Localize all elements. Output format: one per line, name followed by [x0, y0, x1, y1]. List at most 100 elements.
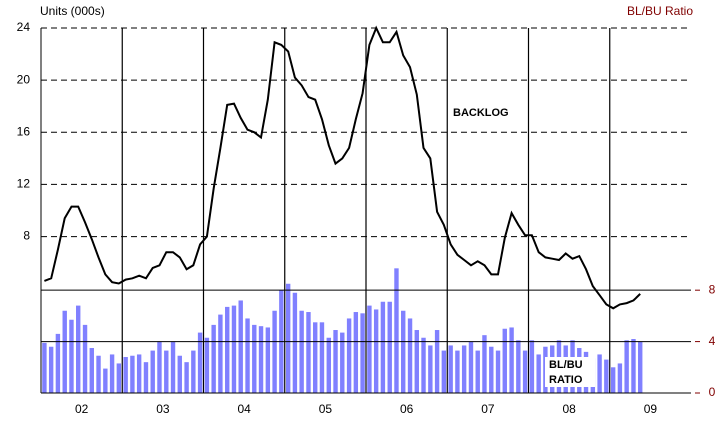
bar — [455, 350, 460, 393]
y-axis-label: Units (000s) — [40, 4, 105, 18]
x-tick-label: 04 — [237, 402, 251, 416]
bar — [428, 345, 433, 393]
bar — [62, 310, 67, 393]
annotation: BL/BU — [549, 359, 583, 371]
annotation: BACKLOG — [453, 107, 509, 119]
bar — [414, 330, 419, 393]
x-tick-label: 03 — [156, 402, 170, 416]
bar — [265, 327, 271, 393]
bar — [319, 322, 325, 393]
x-tick-label: 02 — [75, 402, 89, 416]
y2-tick-label: 8 — [709, 282, 716, 296]
bar — [326, 337, 331, 393]
bar — [218, 314, 223, 393]
bar — [272, 310, 277, 393]
bar — [211, 324, 216, 393]
bar — [245, 318, 250, 393]
y2-axis-label: BL/BU Ratio — [627, 4, 693, 18]
bar — [353, 312, 359, 393]
bar — [82, 324, 88, 393]
bar — [373, 309, 379, 393]
bar — [191, 350, 196, 393]
bar — [509, 327, 514, 393]
bar — [340, 332, 345, 393]
bar — [177, 355, 182, 393]
bar — [150, 350, 155, 393]
bar — [197, 332, 203, 393]
bar — [367, 305, 372, 393]
bar — [468, 341, 474, 393]
bar — [55, 333, 61, 393]
bar — [482, 335, 487, 393]
bar — [48, 346, 54, 393]
bar — [299, 310, 304, 393]
bar — [130, 355, 135, 393]
bar — [143, 362, 149, 393]
bar — [495, 350, 501, 393]
bar — [42, 342, 47, 393]
x-tick-label: 06 — [400, 402, 414, 416]
bar — [103, 368, 108, 393]
bar — [109, 354, 115, 393]
x-tick-label: 09 — [644, 402, 658, 416]
line — [44, 25, 641, 310]
bar — [170, 341, 176, 393]
bar — [624, 340, 629, 393]
bar — [421, 337, 426, 393]
bar — [346, 318, 352, 393]
bar — [164, 350, 169, 393]
annotation-box — [545, 357, 595, 387]
bar — [258, 326, 264, 393]
bar — [638, 341, 643, 393]
annotation: RATIO — [549, 374, 583, 386]
bar — [522, 350, 528, 393]
bar — [204, 337, 210, 393]
y2-tick-label: 0 — [709, 385, 716, 399]
bar — [116, 363, 122, 393]
bar — [394, 268, 399, 393]
bar — [76, 305, 81, 393]
bar — [360, 313, 365, 393]
y-tick-label: 20 — [17, 72, 31, 86]
bar — [123, 357, 128, 393]
bar — [157, 341, 162, 393]
x-tick-label: 05 — [319, 402, 333, 416]
bar — [89, 348, 94, 393]
bar — [604, 359, 609, 393]
y-tick-label: 16 — [17, 124, 31, 138]
bar — [285, 283, 291, 393]
bar — [380, 301, 386, 393]
bar — [136, 354, 142, 393]
bar — [536, 354, 541, 393]
bar — [516, 340, 521, 393]
bar — [610, 367, 616, 393]
bar — [69, 319, 74, 393]
bar — [313, 322, 318, 393]
bar — [475, 350, 480, 393]
bar — [597, 354, 602, 393]
y-tick-label: 24 — [17, 20, 31, 34]
x-tick-label: 07 — [481, 402, 495, 416]
bar — [502, 328, 507, 393]
bar — [306, 312, 311, 393]
bar — [617, 363, 623, 393]
bar — [448, 345, 453, 393]
y-tick-label: 12 — [17, 177, 31, 191]
bar — [461, 345, 467, 393]
bar — [407, 318, 413, 393]
y2-tick-label: 4 — [709, 334, 716, 348]
bar — [96, 355, 101, 393]
bar — [292, 292, 298, 393]
bar — [401, 310, 406, 393]
x-tick-label: 08 — [562, 402, 576, 416]
bar — [184, 362, 189, 393]
bar — [238, 300, 243, 393]
bar — [225, 306, 230, 393]
y-tick-label: 8 — [23, 229, 30, 243]
bar — [489, 346, 494, 393]
bar — [333, 330, 338, 393]
bar — [231, 305, 237, 393]
bar — [441, 350, 447, 393]
bar — [631, 339, 636, 393]
